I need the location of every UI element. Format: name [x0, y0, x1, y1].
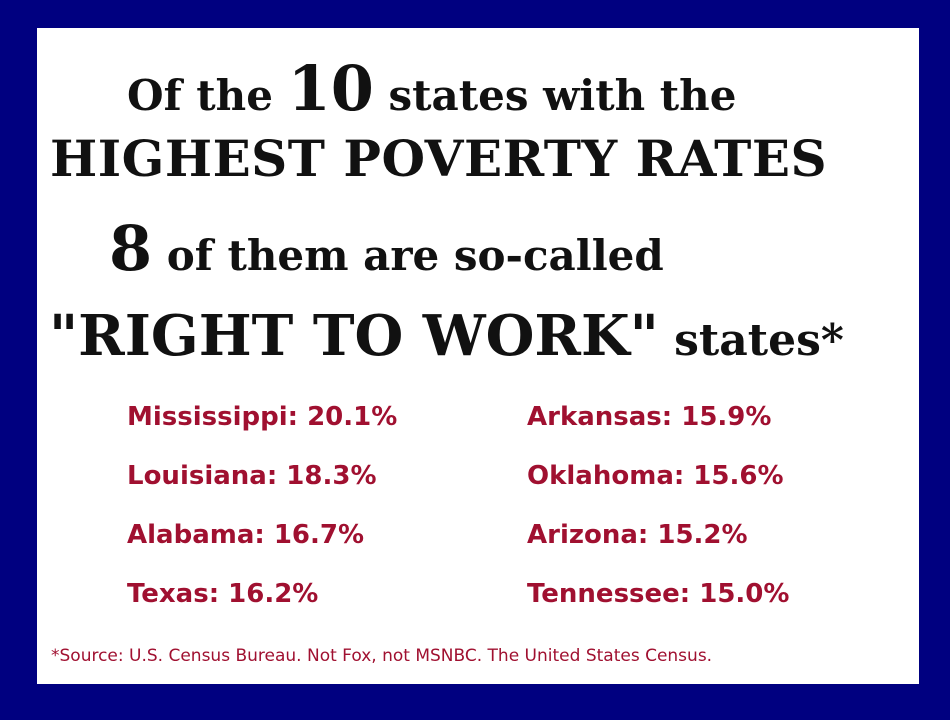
headline-line-2: HIGHEST POVERTY RATES: [50, 129, 828, 188]
headline-line-1-pre: Of the: [127, 71, 288, 120]
stat-item: Oklahoma: 15.6%: [527, 461, 784, 491]
headline-line-1-post: states with the: [373, 71, 737, 120]
source-footnote: *Source: U.S. Census Bureau. Not Fox, no…: [51, 646, 713, 666]
stat-item: Arkansas: 15.9%: [527, 402, 772, 432]
stat-item: Alabama: 16.7%: [127, 520, 365, 550]
headline-number-eight: 8: [109, 212, 153, 285]
stat-item: Arizona: 15.2%: [527, 520, 748, 550]
headline-line-3: 8 of them are so-called: [109, 218, 664, 280]
headline-line-4-post: states*: [658, 315, 844, 366]
stat-item: Mississippi: 20.1%: [127, 402, 398, 432]
poster-card: Of the 10 states with the HIGHEST POVERT…: [37, 28, 919, 684]
headline-line-1: Of the 10 states with the: [127, 58, 736, 120]
headline-line-4: "RIGHT TO WORK" states*: [49, 308, 844, 364]
poverty-stats-list: Mississippi: 20.1% Louisiana: 18.3% Alab…: [127, 404, 847, 644]
headline-line-3-post: of them are so-called: [152, 231, 664, 280]
stat-item: Tennessee: 15.0%: [527, 579, 790, 609]
headline-right-to-work: "RIGHT TO WORK": [49, 303, 659, 369]
stat-item: Texas: 16.2%: [127, 579, 319, 609]
headline-number-ten: 10: [287, 52, 374, 125]
stat-item: Louisiana: 18.3%: [127, 461, 377, 491]
